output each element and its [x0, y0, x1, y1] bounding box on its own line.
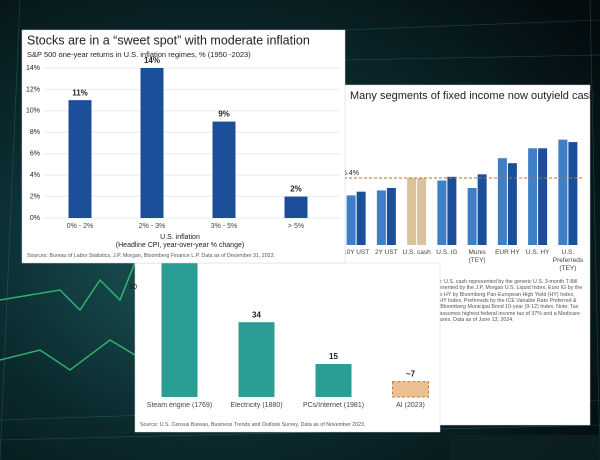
x-tick-label: 2% - 3%: [138, 223, 166, 230]
bar: [447, 176, 457, 245]
x-tick-label-box: > 5%: [287, 223, 305, 230]
bar: [417, 178, 427, 245]
x-tick-label: U.S. HY: [525, 249, 550, 256]
x-tick-label-box: 3% - 5%: [210, 223, 238, 230]
source-note: Sources: Bureau of Labor Statistics, J.P…: [27, 253, 276, 259]
x-tick-label: Electricity (1880): [230, 402, 283, 409]
x-tick-label-box: 10Y UST: [342, 249, 370, 256]
x-tick-label-box: AI (2023): [396, 402, 425, 409]
x-tick-label-box: PCs/Internet (1981): [302, 402, 365, 409]
bar: [467, 187, 477, 245]
source-note: Source: U.S. Census Bureau, Business Tre…: [140, 422, 366, 428]
innovation-panel: 50 Steam engine (1769) 34 Electricity (1880…: [129, 243, 441, 433]
bar: [315, 364, 352, 397]
y-tick-label: 8%: [30, 129, 40, 136]
bar: [392, 381, 429, 398]
bar: [386, 187, 396, 245]
x-tick-label-box: Steam engine (1769): [146, 402, 213, 409]
x-tick-label: U.S. cash: [402, 249, 431, 256]
bar: [346, 195, 356, 245]
y-tick-label: 10%: [26, 108, 40, 115]
bar: [376, 190, 386, 245]
bar: [437, 180, 447, 245]
y-tick-label: 14%: [26, 65, 40, 72]
x-tick-label: Munis (TEY): [468, 249, 486, 264]
x-tick-label: U.S. Preferreds (TEY): [552, 249, 583, 272]
x-tick-label-box: U.S. HY: [525, 249, 550, 256]
x-tick-label-box: U.S. Preferreds (TEY): [552, 249, 583, 272]
x-axis-label: U.S. inflation: [160, 234, 200, 241]
chart-title: Many segments of fixed income now outyie…: [350, 90, 595, 102]
bar: [528, 148, 538, 245]
value-label: 11%: [72, 88, 88, 97]
bar: [212, 121, 236, 218]
reference-label: 5.4%: [343, 170, 359, 177]
x-tick-label: 3% - 5%: [210, 223, 238, 230]
x-tick-label-box: EUR HY: [495, 249, 520, 256]
x-tick-label-box: 2Y UST: [375, 249, 398, 256]
value-label: 14%: [144, 56, 160, 65]
x-tick-label: AI (2023): [396, 402, 425, 409]
bar: [568, 142, 578, 245]
value-label: 2%: [290, 185, 302, 194]
x-tick-label: EUR HY: [495, 249, 520, 256]
y-tick-label: 12%: [26, 86, 40, 93]
bar: [507, 163, 517, 245]
chart-subtitle: S&P 500 one-year returns in U.S. inflati…: [27, 50, 251, 59]
value-label: ~7: [406, 370, 416, 379]
x-tick-label: 0% - 2%: [66, 223, 94, 230]
bar: [558, 139, 568, 245]
y-tick-label: 6%: [30, 151, 40, 158]
y-tick-label: 4%: [30, 172, 40, 179]
value-label: 9%: [218, 110, 230, 119]
x-tick-label-box: Munis (TEY): [468, 249, 486, 264]
x-tick-label-box: U.S. IG: [436, 249, 458, 256]
y-tick-label: 50: [129, 284, 137, 291]
y-tick-label: 2%: [30, 193, 40, 200]
bar: [407, 178, 417, 245]
chart-title: Stocks are in a “sweet spot” with modera…: [27, 33, 310, 47]
bar: [238, 322, 275, 397]
bar: [497, 158, 507, 245]
x-tick-label-box: 0% - 2%: [66, 223, 94, 230]
x-tick-label-box: U.S. cash: [402, 249, 431, 256]
stocks-panel: Stocks are in a “sweet spot” with modera…: [21, 29, 346, 264]
x-tick-label: PCs/Internet (1981): [302, 402, 365, 409]
y-tick-label: 0%: [30, 215, 40, 222]
source-note-box: Sources: Bureau of Labor Statistics, J.P…: [27, 253, 276, 259]
x-tick-label: U.S. IG: [436, 249, 458, 256]
x-tick-label: 2Y UST: [375, 249, 398, 256]
source-note-box: Source: U.S. Census Bureau, Business Tre…: [140, 422, 366, 428]
bar: [477, 174, 487, 245]
bar: [356, 191, 366, 245]
bar: [284, 196, 308, 218]
bar: [140, 68, 164, 218]
value-label: 34: [252, 310, 261, 319]
x-axis-note: (Headline CPI, year-over-year % change): [116, 242, 244, 249]
x-tick-label-box: 2% - 3%: [138, 223, 166, 230]
x-tick-label: Steam engine (1769): [146, 402, 213, 409]
bar: [68, 100, 92, 218]
x-tick-label-box: Electricity (1880): [230, 402, 283, 409]
bar: [538, 148, 548, 245]
bar: [161, 243, 198, 397]
x-tick-label: > 5%: [287, 223, 305, 230]
x-tick-label: 10Y UST: [342, 249, 370, 256]
value-label: 15: [329, 352, 338, 361]
